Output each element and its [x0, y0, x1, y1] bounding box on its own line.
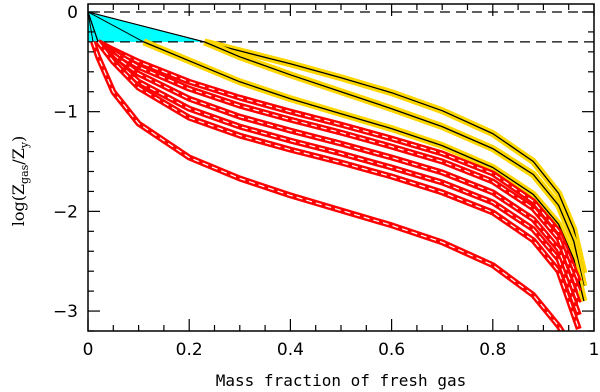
y-tick-label: −1	[53, 103, 78, 123]
x-tick-label: 0.8	[479, 340, 506, 360]
x-tick-label: 0.4	[277, 340, 304, 360]
series-line-2	[204, 41, 585, 287]
series-line-1	[204, 41, 585, 274]
fan-line-2	[88, 11, 205, 43]
y-tick-label: 0	[67, 3, 78, 23]
x-axis-label: Mass fraction of fresh gas	[216, 371, 466, 390]
plot-clip-group	[88, 11, 594, 331]
series-line-8	[97, 41, 580, 330]
x-tick-label: 1	[589, 340, 600, 360]
series-line-7	[97, 41, 580, 316]
series-line-5	[97, 41, 580, 292]
x-tick-label: 0.2	[176, 340, 203, 360]
fan-line-3	[88, 11, 144, 43]
y-axis-label: log(Zgas/Zy)	[9, 136, 31, 227]
series-line-9	[92, 41, 563, 331]
y-tick-label: −2	[53, 202, 78, 222]
fan-line-9	[88, 11, 94, 42]
fan-line-8	[88, 11, 99, 43]
y-tick-label: −3	[53, 302, 78, 322]
x-tick-label: 0	[83, 340, 94, 360]
series-line-4	[97, 41, 580, 282]
series-line-6	[97, 41, 580, 304]
series-band-2	[203, 38, 588, 287]
axes-group: 0 0.2 0.4 0.6 0.8 1 0 −1 −2 −3	[53, 3, 599, 360]
x-tick-label: 0.6	[378, 340, 405, 360]
